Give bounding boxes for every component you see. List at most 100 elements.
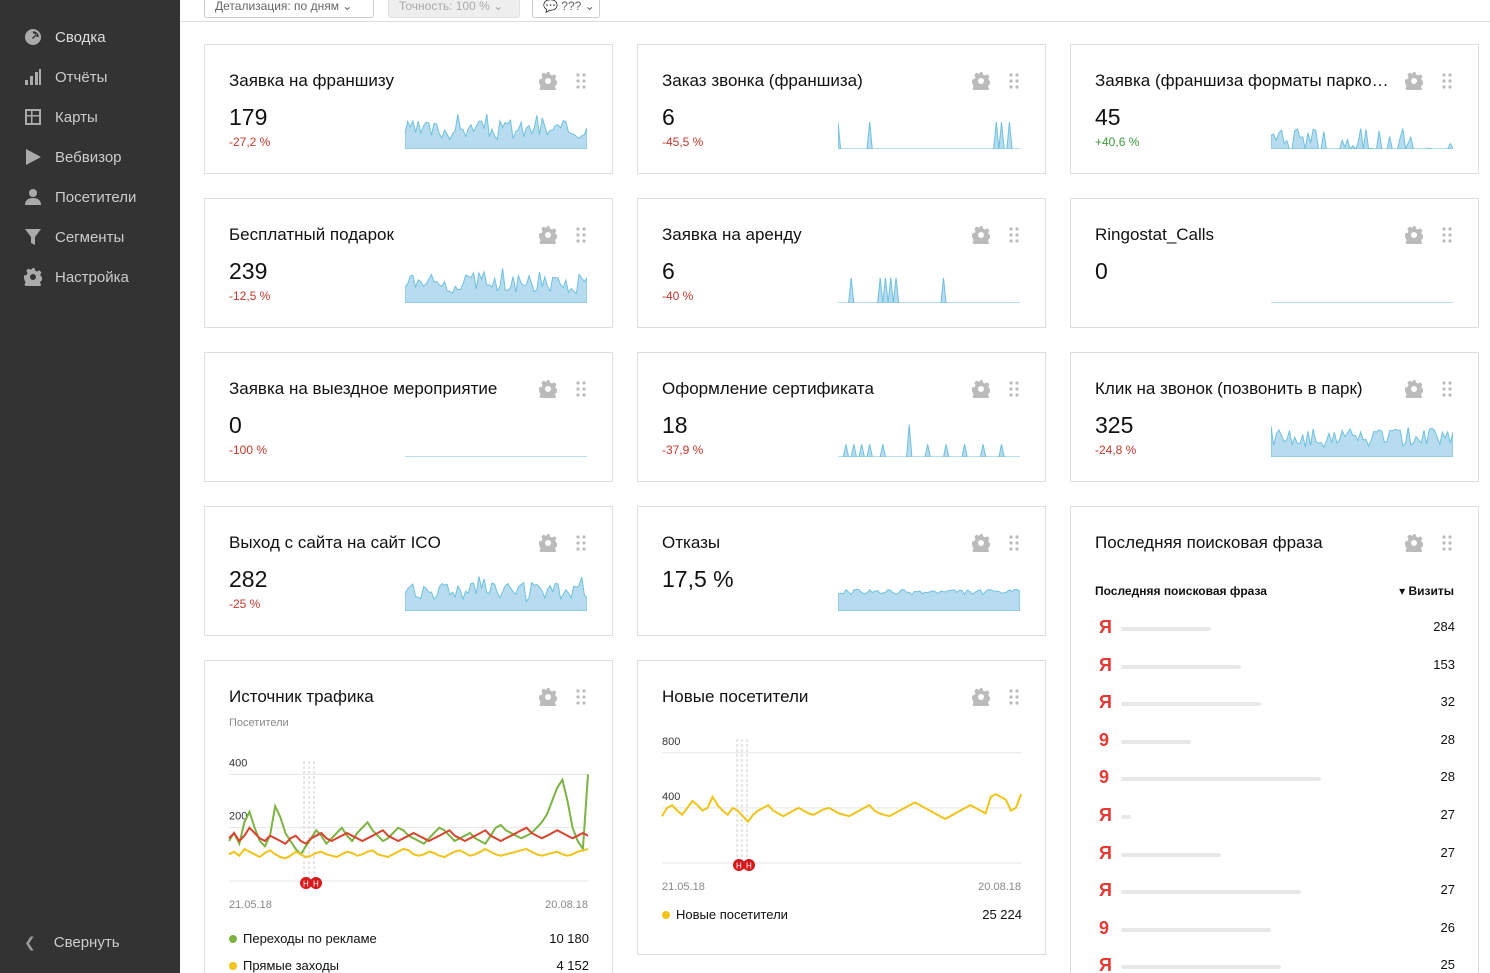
table-row[interactable]: Я 32 [1095, 692, 1455, 728]
collapse-sidebar-button[interactable]: ❮ Свернуть [24, 934, 120, 951]
toolbar: Детализация: по дням ⌄ Точность: 100 % ⌄… [180, 0, 1490, 22]
drag-handle-icon[interactable] [576, 227, 586, 243]
annotation-marker-label: Н [303, 880, 309, 889]
card-title: Последняя поисковая фраза [1095, 533, 1323, 552]
dashboard-icon [24, 28, 42, 46]
drag-handle-icon[interactable] [1009, 689, 1019, 705]
table-row[interactable]: 9 26 [1095, 918, 1455, 954]
hidden-phrase [1121, 739, 1191, 744]
table-row[interactable]: 9 28 [1095, 730, 1455, 766]
table-row[interactable]: Я 153 [1095, 655, 1455, 691]
filter-icon [24, 228, 42, 246]
series-line[interactable] [661, 792, 1022, 824]
gear-icon[interactable] [972, 72, 992, 94]
legend-value: 10 180 [549, 931, 589, 946]
traffic-line-chart[interactable]: 200 400 Н Н 21.05.18 20.08.18 [205, 751, 614, 916]
annotation-marker[interactable] [300, 877, 312, 889]
sidebar-item-reports[interactable]: Отчёты [0, 57, 180, 97]
legend-item[interactable]: Прямые заходы 4 152 [229, 958, 589, 973]
drag-handle-icon[interactable] [1442, 535, 1452, 551]
gear-icon[interactable] [539, 72, 559, 94]
sidebar-item-summary[interactable]: Сводка [0, 17, 180, 57]
table-row[interactable]: 9 28 [1095, 767, 1455, 803]
drag-handle-icon[interactable] [1009, 381, 1019, 397]
annotation-marker[interactable] [310, 877, 322, 889]
drag-handle-icon[interactable] [576, 535, 586, 551]
gear-icon[interactable] [1405, 226, 1425, 248]
sidebar-item-settings[interactable]: Настройка [0, 257, 180, 297]
sidebar-item-maps[interactable]: Карты [0, 97, 180, 137]
hidden-phrase [1121, 965, 1281, 970]
gear-icon[interactable] [539, 380, 559, 402]
sidebar-item-visitors[interactable]: Посетители [0, 177, 180, 217]
drag-handle-icon[interactable] [1442, 227, 1452, 243]
drag-handle-icon[interactable] [1009, 535, 1019, 551]
visits-value: 284 [1433, 619, 1455, 634]
sparkline [405, 576, 587, 611]
legend-dot [229, 962, 237, 970]
drag-handle-icon[interactable] [1009, 73, 1019, 89]
search-engine-icon: Я [1099, 842, 1112, 863]
gear-icon[interactable] [1405, 534, 1425, 556]
card-delta: -40 % [662, 289, 694, 303]
gear-icon[interactable] [972, 688, 992, 710]
table-row[interactable]: Я 27 [1095, 843, 1455, 879]
gear-icon[interactable] [972, 534, 992, 556]
sidebar-item-label: Карты [55, 108, 98, 126]
gear-icon[interactable] [972, 226, 992, 248]
table-row[interactable]: Я 284 [1095, 617, 1455, 653]
accuracy-select[interactable]: Точность: 100 % ⌄ [388, 0, 520, 18]
gear-icon[interactable] [1405, 380, 1425, 402]
search-engine-icon: 9 [1099, 729, 1110, 750]
card-delta: -27,2 % [229, 135, 271, 149]
sparkline [1271, 128, 1453, 149]
metric-card: Оформление сертификата 18 -37,9 % [637, 352, 1046, 482]
gear-icon[interactable] [972, 380, 992, 402]
card-value: 239 [229, 258, 268, 284]
series-line[interactable] [228, 826, 589, 845]
sparkline [405, 113, 587, 149]
card-value: 17,5 % [662, 566, 734, 592]
new-visitors-line-chart[interactable]: 400 800 Н Н 21.05.18 20.08.18 [638, 731, 1047, 891]
annotation-marker[interactable] [733, 859, 745, 871]
drag-handle-icon[interactable] [576, 689, 586, 705]
drag-handle-icon[interactable] [1442, 73, 1452, 89]
detail-select[interactable]: Детализация: по дням ⌄ [204, 0, 374, 18]
visits-value: 25 [1440, 957, 1455, 973]
table-row[interactable]: Я 27 [1095, 880, 1455, 916]
sidebar-item-webvisor[interactable]: Вебвизор [0, 137, 180, 177]
gear-icon[interactable] [1405, 72, 1425, 94]
series-line[interactable] [228, 847, 589, 860]
metric-card: Заявка (франшиза форматы парко… 45 +40,6 % [1070, 44, 1479, 174]
comment-icon: 💬 [543, 0, 558, 13]
sidebar-item-label: Посетители [55, 188, 137, 206]
table-row[interactable]: Я 25 [1095, 955, 1455, 973]
legend-item[interactable]: Переходы по рекламе 10 180 [229, 931, 589, 946]
sidebar-item-segments[interactable]: Сегменты [0, 217, 180, 257]
drag-handle-icon[interactable] [576, 73, 586, 89]
metric-card: Заявка на аренду 6 -40 % [637, 198, 1046, 328]
comments-select[interactable]: 💬 ??? ⌄ [532, 0, 600, 18]
drag-handle-icon[interactable] [1442, 381, 1452, 397]
table-row[interactable]: Я 27 [1095, 805, 1455, 841]
column-header-visits[interactable]: ▾ Визиты [1399, 584, 1454, 598]
sparkline [838, 424, 1020, 457]
drag-handle-icon[interactable] [576, 381, 586, 397]
hidden-phrase [1121, 664, 1241, 669]
annotation-marker[interactable] [743, 859, 755, 871]
legend-item[interactable]: Новые посетители 25 224 [662, 907, 1022, 922]
gear-icon[interactable] [539, 688, 559, 710]
gear-icon[interactable] [539, 226, 559, 248]
sidebar-item-label: Отчёты [55, 68, 108, 86]
sparkline [1271, 425, 1453, 457]
metric-card: Бесплатный подарок 239 -12,5 % [204, 198, 613, 328]
gear-icon[interactable] [539, 534, 559, 556]
x-tick-label: 21.05.18 [229, 899, 272, 911]
sidebar-item-label: Настройка [55, 268, 129, 286]
drag-handle-icon[interactable] [1009, 227, 1019, 243]
chart-subtitle: Посетители [229, 717, 289, 729]
card-value: 282 [229, 566, 268, 592]
card-title: Заявка на франшизу [229, 71, 395, 90]
visits-value: 153 [1433, 656, 1455, 672]
column-header-phrase[interactable]: Последняя поисковая фраза [1095, 584, 1267, 598]
